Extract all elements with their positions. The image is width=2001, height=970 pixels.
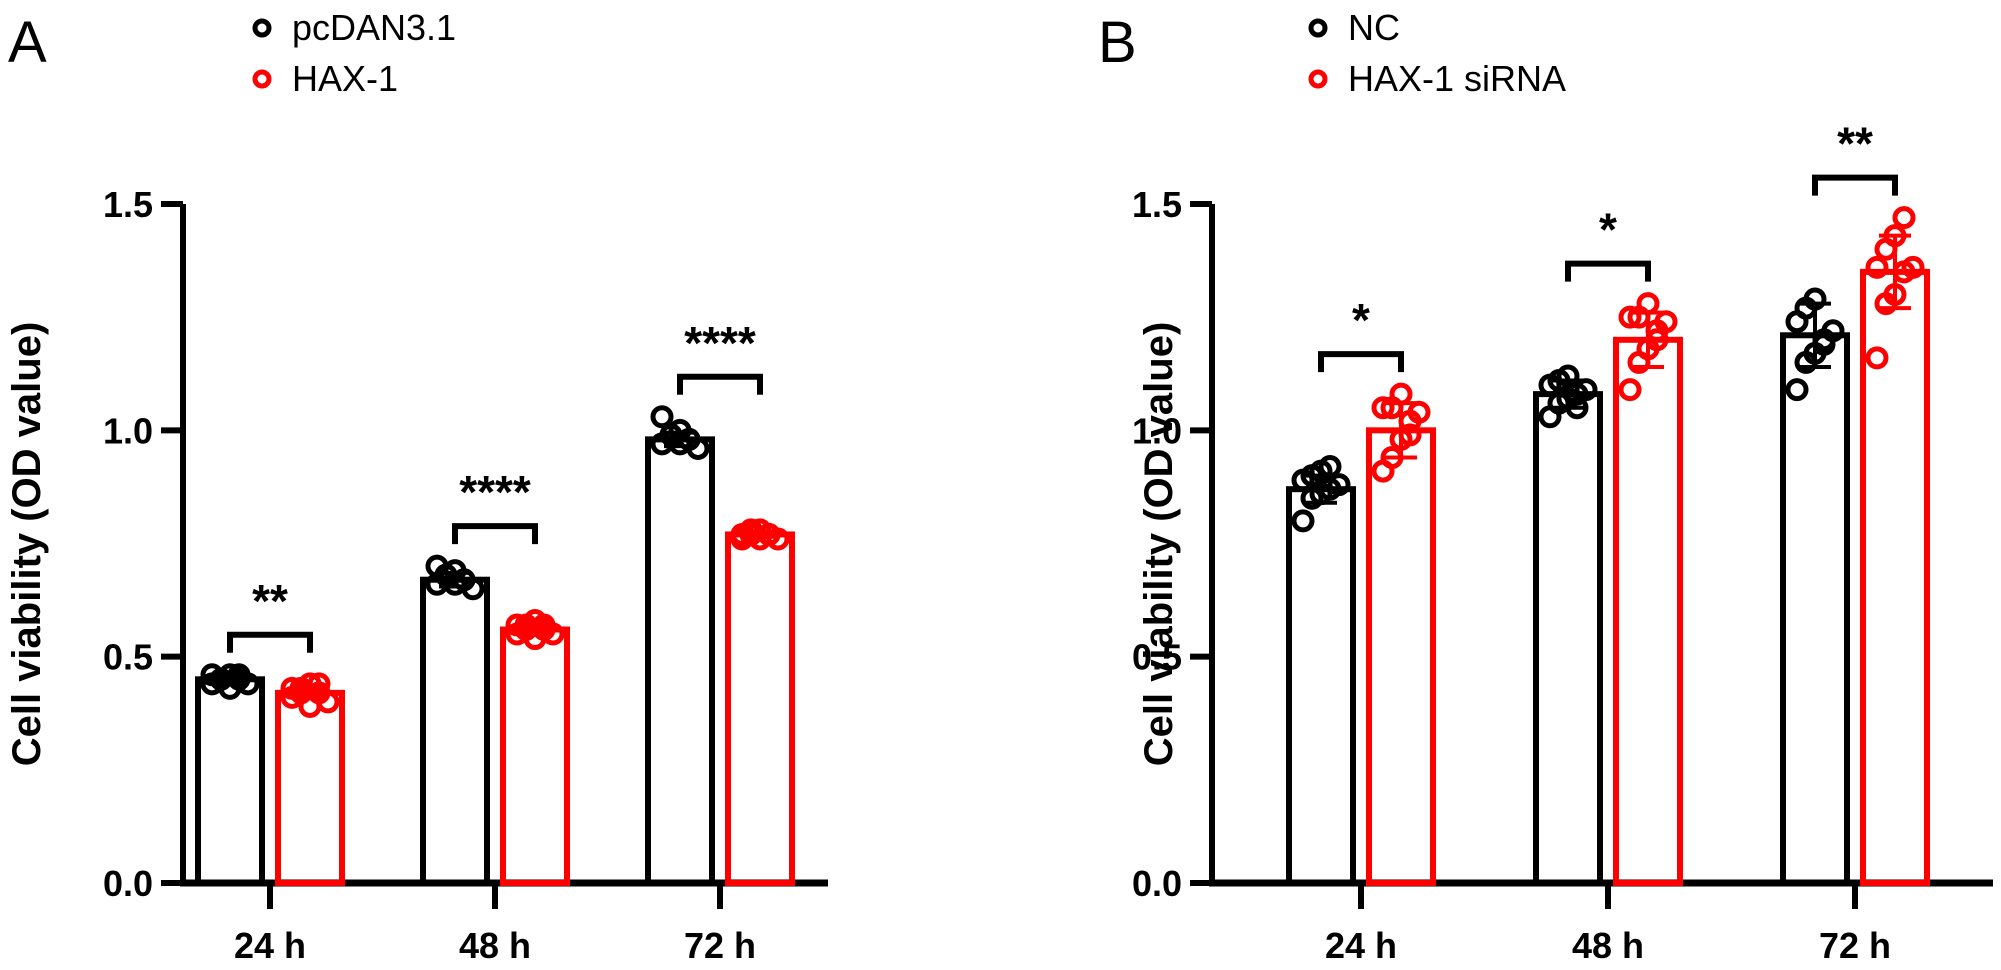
- y-tick-label: 0.0: [1132, 863, 1182, 904]
- bar: [1536, 394, 1600, 883]
- bar: [648, 439, 712, 883]
- significance-label: *: [1599, 204, 1617, 256]
- significance-bracket: [1568, 264, 1648, 282]
- significance-bracket: [230, 635, 310, 653]
- significance-label: ****: [684, 317, 756, 369]
- plot-area-b: 0.00.51.01.524 h48 h72 h****: [1132, 118, 1993, 966]
- bar: [1289, 489, 1353, 883]
- legend-marker-nc: [1311, 21, 1325, 35]
- significance-bracket: [1321, 354, 1401, 372]
- y-tick-label: 0.0: [103, 863, 153, 904]
- significance-bracket: [455, 526, 535, 544]
- x-tick-label: 72 h: [1819, 925, 1891, 966]
- y-tick-label: 0.5: [103, 637, 153, 678]
- panel-a: A pcDAN3.1 HAX-1 Cell viability (OD valu…: [5, 7, 828, 966]
- data-point: [301, 697, 319, 715]
- x-tick-label: 72 h: [684, 925, 756, 966]
- data-point: [1294, 512, 1312, 530]
- y-tick-label: 0.5: [1132, 637, 1182, 678]
- significance-label: **: [252, 575, 288, 627]
- legend-label-pcdan: pcDAN3.1: [292, 7, 456, 48]
- data-point: [1868, 349, 1886, 367]
- legend-b: NC HAX-1 siRNA: [1311, 7, 1566, 99]
- bar: [278, 693, 342, 883]
- legend-marker-pcdan: [255, 21, 269, 35]
- legend-label-hax1: HAX-1: [292, 58, 398, 99]
- data-point: [1621, 381, 1639, 399]
- bar: [728, 534, 792, 883]
- data-point: [1788, 381, 1806, 399]
- panel-letter-b: B: [1098, 10, 1137, 75]
- legend-label-nc: NC: [1348, 7, 1400, 48]
- bar: [1616, 340, 1680, 883]
- data-point: [653, 408, 671, 426]
- y-tick-label: 1.0: [103, 410, 153, 451]
- figure: A pcDAN3.1 HAX-1 Cell viability (OD valu…: [0, 0, 2001, 970]
- plot-area-a: 0.00.51.01.524 h48 h72 h**********: [103, 184, 828, 966]
- significance-bracket: [680, 377, 760, 395]
- significance-label: **: [1837, 118, 1873, 170]
- legend-marker-hax1-sirna: [1311, 72, 1325, 86]
- significance-label: *: [1352, 294, 1370, 346]
- legend-marker-hax1: [255, 72, 269, 86]
- data-point: [1639, 295, 1657, 313]
- significance-bracket: [1815, 178, 1895, 196]
- significance-label: ****: [459, 466, 531, 518]
- x-tick-label: 48 h: [459, 925, 531, 966]
- bar: [423, 580, 487, 883]
- legend-label-hax1-sirna: HAX-1 siRNA: [1348, 58, 1566, 99]
- x-tick-label: 48 h: [1572, 925, 1644, 966]
- bar: [1369, 430, 1433, 883]
- y-tick-label: 1.5: [1132, 184, 1182, 225]
- panel-b: B NC HAX-1 siRNA Cell viability (OD valu…: [1098, 7, 1993, 966]
- y-tick-label: 1.5: [103, 184, 153, 225]
- data-point: [1895, 209, 1913, 227]
- y-axis-label-a: Cell viability (OD value): [5, 322, 49, 767]
- panel-letter-a: A: [8, 10, 47, 75]
- bar: [1783, 335, 1847, 883]
- x-tick-label: 24 h: [234, 925, 306, 966]
- y-axis-label-b: Cell viability (OD value): [1137, 322, 1181, 767]
- x-tick-label: 24 h: [1325, 925, 1397, 966]
- y-tick-label: 1.0: [1132, 410, 1182, 451]
- data-point: [1392, 385, 1410, 403]
- legend-a: pcDAN3.1 HAX-1: [255, 7, 456, 99]
- bar: [503, 630, 567, 883]
- bar: [198, 679, 262, 883]
